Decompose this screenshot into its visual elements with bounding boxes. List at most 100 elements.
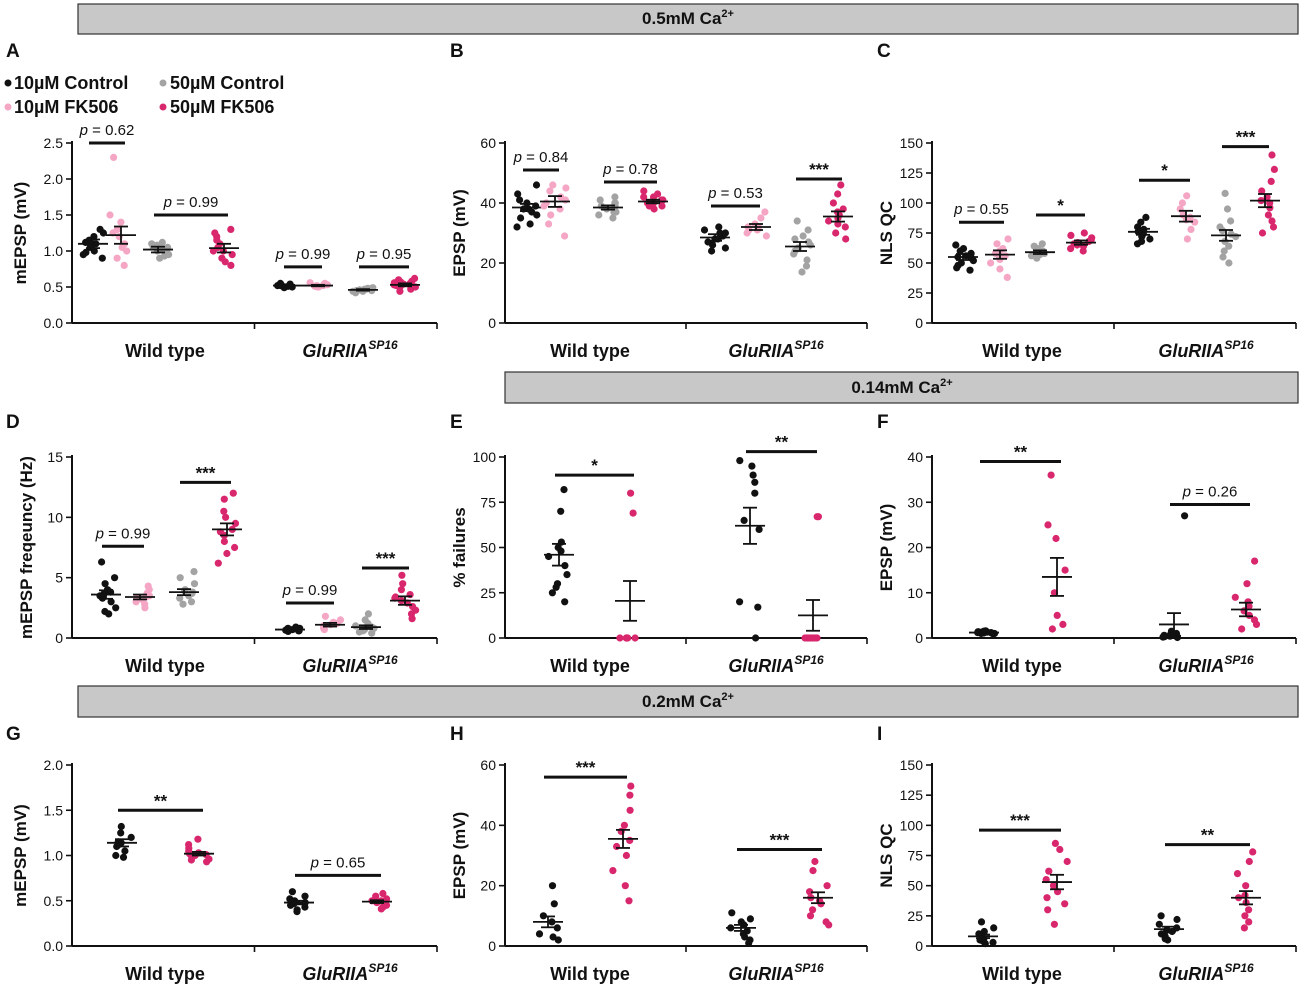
y-tick-label-G-4: 2.0 (44, 757, 64, 773)
point-C-0-7 (969, 257, 978, 265)
point-D-0-8 (112, 604, 120, 612)
point-C-2-0 (1038, 240, 1046, 248)
point-H-1-2 (626, 806, 634, 814)
point-C-6-2 (1227, 217, 1235, 225)
sig-label-C-2: * (1161, 161, 1168, 180)
y-tick-label-H-2: 40 (480, 817, 496, 833)
y-tick-label-C-5: 125 (900, 165, 924, 181)
point-B-0-1 (514, 190, 522, 198)
point-E-0-11 (561, 598, 569, 606)
sig-label-A-2: p = 0.99 (275, 246, 331, 263)
point-B-1-4 (561, 196, 570, 204)
series-C-0 (948, 241, 978, 274)
point-B-6-11 (798, 268, 806, 276)
point-G-3-9 (377, 905, 385, 913)
group-label-sup-I-1: SP16 (1224, 961, 1254, 975)
series-F-0 (969, 627, 999, 638)
sig-label-D-0: p = 0.99 (95, 525, 151, 542)
point-I-2-0 (1157, 912, 1165, 920)
point-E-0-0 (560, 486, 568, 494)
point-H-2-0 (728, 909, 736, 917)
series-A-4 (273, 279, 303, 292)
point-H-0-4 (553, 924, 561, 932)
group-label-H-1: GluRIIASP16 (728, 961, 824, 984)
point-D-2-8 (187, 598, 196, 606)
group-label-sup-A-1: SP16 (368, 338, 398, 352)
group-label-C-1: GluRIIASP16 (1158, 338, 1254, 361)
sig-label-A-3: p = 0.95 (356, 246, 412, 263)
point-I-0-8 (989, 938, 997, 947)
banner-0-5mM: 0.5mM Ca2+ (77, 3, 1299, 35)
sig-label-val-A-1: = 0.99 (172, 194, 218, 211)
legend-marker-10uM-fk506 (4, 103, 12, 111)
panel-H: H 0 20 40 60 EPSP (mV) Wild type GluRIIASP16 ***… (450, 724, 868, 984)
point-I-3-3 (1242, 882, 1250, 890)
y-tick-label-A-0: 0.0 (44, 315, 64, 331)
point-I-0-1 (990, 924, 998, 932)
point-C-7-3 (1258, 187, 1266, 195)
point-B-3-2 (649, 193, 658, 201)
point-B-0-8 (533, 211, 541, 219)
panel-letter-A: A (6, 41, 20, 62)
point-I-2-1 (1173, 915, 1181, 924)
point-I-2-9 (1164, 936, 1172, 944)
group-label-G-0: Wild type (125, 964, 205, 984)
y-tick-label-F-1: 10 (907, 585, 923, 601)
point-C-7-10 (1269, 223, 1278, 231)
point-D-6-9 (368, 629, 376, 637)
y-axis-label-A: mEPSP (mV) (11, 182, 30, 285)
point-E-2-5 (740, 516, 748, 525)
y-tick-label-I-3: 75 (907, 848, 923, 864)
point-C-3-1 (1067, 231, 1075, 239)
group-label-text-F-0: Wild type (982, 656, 1062, 676)
point-D-2-9 (179, 600, 187, 608)
panel-letter-H: H (450, 724, 464, 745)
group-label-sup-G-1: SP16 (368, 961, 398, 975)
y-tick-label-B-3: 60 (480, 135, 496, 151)
point-D-7-10 (408, 615, 416, 623)
point-D-3-1 (220, 495, 228, 503)
point-H-2-7 (741, 933, 749, 941)
point-D-7-0 (398, 571, 406, 579)
point-C-5-8 (1183, 235, 1191, 243)
point-I-3-2 (1233, 870, 1242, 878)
group-label-text-E-1: GluRIIA (728, 656, 794, 676)
sig-label-val-G-1: = 0.65 (319, 854, 365, 871)
point-G-0-2 (127, 833, 135, 842)
series-D-2 (169, 568, 199, 608)
point-B-5-0 (761, 208, 769, 216)
point-D-0-2 (101, 580, 109, 588)
point-D-7-11 (391, 593, 400, 601)
point-H-2-9 (745, 939, 753, 947)
y-tick-label-A-4: 2.0 (44, 171, 64, 187)
y-axis-label-I: NLS QC (877, 823, 896, 887)
point-D-3-10 (223, 549, 231, 558)
point-E-0-1 (557, 507, 565, 515)
legend: 10µM Control 50µM Control 10µM FK506 50µ… (4, 73, 284, 117)
point-C-0-11 (966, 266, 974, 274)
group-label-H-0: Wild type (550, 964, 630, 984)
sig-label-val-A-3: = 0.95 (365, 246, 411, 263)
point-B-5-7 (743, 229, 751, 237)
group-label-text-H-0: Wild type (550, 964, 630, 984)
point-A-1-9 (106, 211, 114, 219)
y-axis-label-E: % failures (450, 507, 469, 587)
panel-letter-C: C (877, 41, 891, 62)
series-H-0 (533, 882, 563, 944)
series-B-1 (540, 181, 570, 240)
group-label-F-0: Wild type (982, 656, 1062, 676)
group-label-sup-F-1: SP16 (1224, 653, 1254, 667)
y-tick-label-C-1: 25 (907, 285, 923, 301)
point-A-3-10 (227, 225, 235, 233)
point-E-2-6 (755, 525, 763, 534)
point-B-4-0 (715, 223, 723, 231)
point-A-1-0 (120, 261, 128, 269)
point-I-0-0 (977, 918, 986, 926)
point-H-1-0 (627, 782, 635, 790)
point-C-6-10 (1219, 253, 1227, 261)
point-H-3-3 (806, 888, 814, 896)
series-D-5 (315, 612, 345, 634)
series-B-6 (785, 217, 815, 276)
point-C-5-1 (1178, 199, 1186, 207)
series-D-0 (91, 558, 121, 618)
